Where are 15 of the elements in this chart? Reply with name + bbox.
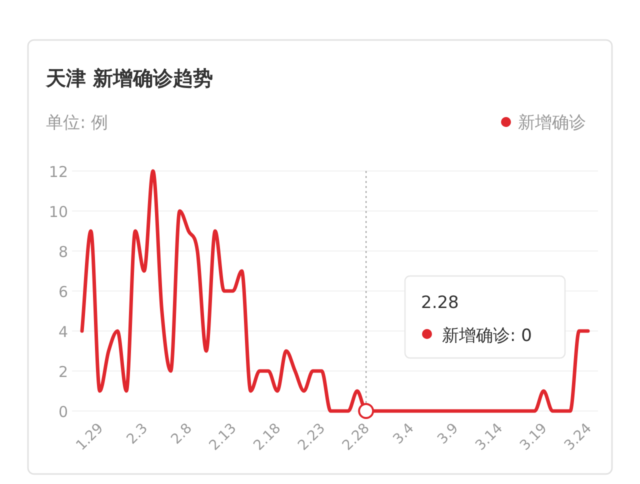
x-tick-label: 3.9 <box>434 420 462 448</box>
y-tick-label: 2 <box>58 363 68 381</box>
y-tick-label: 6 <box>58 283 68 301</box>
y-tick-label: 8 <box>58 243 68 261</box>
y-tick-label: 10 <box>48 203 68 221</box>
y-tick-label: 4 <box>58 323 68 341</box>
legend-label: 新增确诊 <box>518 113 586 133</box>
chart-subtitle: 单位: 例 <box>46 113 108 133</box>
annotation: 2.28 新增确诊: 0 <box>421 293 532 346</box>
y-tick-label: 12 <box>48 163 68 181</box>
x-tick-label: 2.3 <box>124 420 151 448</box>
x-tick-label: 2.8 <box>168 420 196 448</box>
y-tick-label: 0 <box>58 403 68 421</box>
chart-title: 天津 新增确诊趋势 <box>45 66 213 90</box>
x-tick-label: 3.4 <box>390 420 418 448</box>
